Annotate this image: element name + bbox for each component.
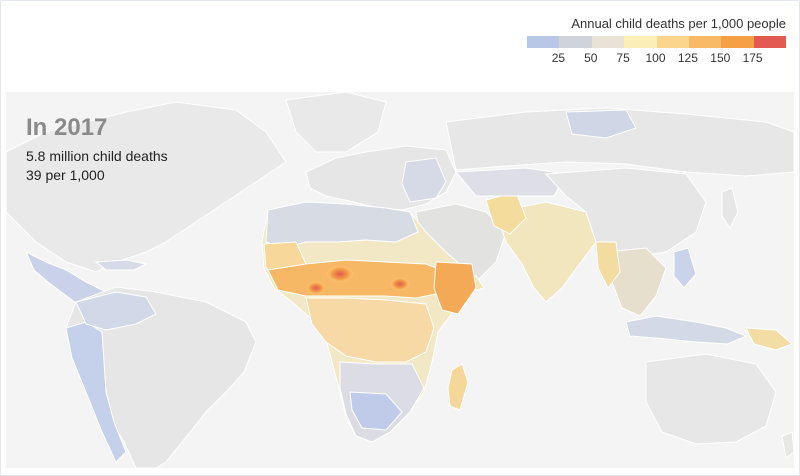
land-russia <box>445 107 794 177</box>
land-north-america <box>6 101 287 273</box>
legend-tick: 175 <box>742 51 763 65</box>
land-sahel <box>267 259 453 299</box>
land-indonesia <box>625 315 748 345</box>
land-png <box>745 327 793 351</box>
legend-swatch-8 <box>753 36 786 48</box>
legend-swatch-4 <box>624 36 657 48</box>
land-caribbean <box>94 259 148 271</box>
land-horn-africa <box>433 261 477 315</box>
land-southeast-asia <box>605 247 667 317</box>
legend-tick: 100 <box>645 51 666 65</box>
land-andes-west <box>65 321 127 463</box>
land-madagascar <box>447 363 469 411</box>
legend-tick: 125 <box>677 51 698 65</box>
land-greenland <box>285 92 387 153</box>
land-south-africa-blue <box>349 391 403 431</box>
choropleth-map[interactable] <box>6 92 794 468</box>
legend-swatch-5 <box>656 36 689 48</box>
legend-tick: 150 <box>710 51 731 65</box>
legend-tick: 50 <box>584 51 598 65</box>
land-myanmar <box>595 241 621 289</box>
legend-ticks: 25 50 75 100 125 150 175 <box>526 51 786 67</box>
legend-swatch-6 <box>688 36 722 48</box>
legend: Annual child deaths per 1,000 people 25 … <box>526 16 786 67</box>
land-eastern-europe <box>401 157 447 203</box>
land-colombia-venezuela <box>75 291 157 331</box>
land-china <box>544 167 707 259</box>
rate-text: 39 per 1,000 <box>26 167 105 183</box>
land-philippines <box>673 247 697 289</box>
legend-swatch-3 <box>591 36 625 48</box>
land-mongolia <box>565 109 637 139</box>
land-central-africa <box>305 297 435 363</box>
legend-swatch-2 <box>559 36 592 48</box>
legend-tick: 25 <box>551 51 566 65</box>
legend-swatch-1 <box>527 36 560 48</box>
land-central-asia <box>454 167 567 197</box>
land-japan <box>721 187 739 229</box>
total-deaths-text: 5.8 million child deaths <box>26 148 168 164</box>
land-new-zealand <box>781 431 794 459</box>
legend-title: Annual child deaths per 1,000 people <box>571 16 786 31</box>
land-australia <box>645 353 777 445</box>
hotspot-nigeria <box>306 281 326 295</box>
legend-swatch-7 <box>721 36 754 48</box>
year-label: In 2017 <box>26 114 108 141</box>
land-south-asia <box>495 201 597 303</box>
legend-color-scale <box>527 36 786 48</box>
legend-tick: 75 <box>616 51 630 65</box>
hotspot-chad <box>326 265 354 283</box>
hotspot-sudan <box>390 277 410 291</box>
map-svg <box>6 92 794 468</box>
